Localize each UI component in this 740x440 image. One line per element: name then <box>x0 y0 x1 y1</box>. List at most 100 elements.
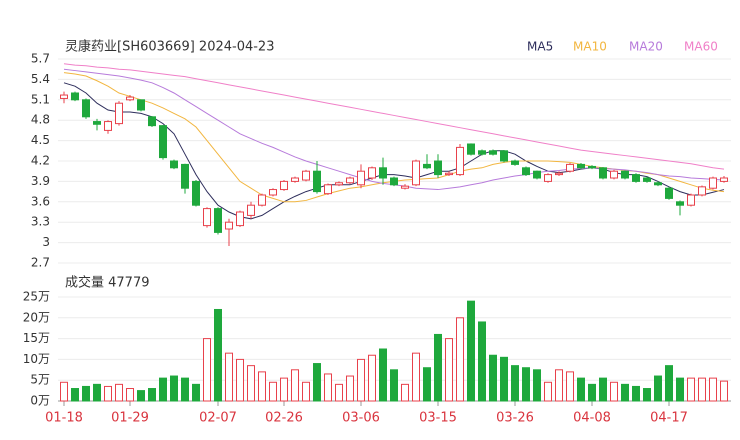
volume-title: 成交量 47779 <box>65 275 150 291</box>
candle-body <box>511 160 519 165</box>
volume-bar <box>214 308 222 402</box>
candle-body <box>280 180 288 191</box>
candle-body <box>478 150 486 155</box>
x-tick-label: 04-08 <box>573 411 611 426</box>
volume-bar <box>346 375 354 402</box>
candle-body <box>632 174 640 182</box>
volume-bar <box>566 371 574 402</box>
y-tick-label: 3.3 <box>31 215 50 229</box>
candle-body <box>588 165 596 169</box>
candle-body <box>247 204 255 216</box>
volume-bar <box>544 381 552 402</box>
volume-bar <box>533 369 541 402</box>
y-tick-label: 5.4 <box>31 72 50 86</box>
volume-bar <box>225 352 233 402</box>
volume-bar <box>159 377 167 402</box>
volume-bar <box>93 383 101 402</box>
x-tick-label: 01-29 <box>111 411 149 426</box>
volume-bar <box>577 377 585 402</box>
candle-body <box>236 211 244 227</box>
volume-bar <box>181 377 189 402</box>
candle-body <box>379 167 387 179</box>
volume-bar <box>192 383 200 402</box>
volume-bar <box>313 363 321 402</box>
volume-bar <box>423 367 431 402</box>
candle-body <box>148 116 156 127</box>
volume-bar <box>467 300 475 402</box>
candle-body <box>643 177 651 182</box>
candle-body <box>214 208 222 233</box>
x-tick-label: 02-26 <box>265 411 303 426</box>
volume-bar <box>368 354 376 402</box>
candle-body <box>423 163 431 169</box>
volume-bar <box>291 369 299 402</box>
candle-body <box>676 201 684 206</box>
volume-bar <box>511 365 519 402</box>
volume-bar <box>280 377 288 402</box>
y-tick-label: 4.8 <box>31 113 50 127</box>
candle-body <box>445 172 453 176</box>
volume-tick-label: 0万 <box>30 394 50 408</box>
candle-body <box>610 170 618 179</box>
candle-body <box>225 221 233 230</box>
y-tick-label: 4.5 <box>31 133 50 147</box>
legend-entry: MA10 <box>573 40 607 54</box>
candle-body <box>533 170 541 179</box>
ma-line <box>63 63 725 170</box>
volume-bar <box>621 383 629 402</box>
candle-body <box>368 167 376 179</box>
candle-body <box>599 167 607 179</box>
candle-body <box>159 125 167 159</box>
candle-body <box>390 177 398 186</box>
volume-bar <box>478 321 486 402</box>
volume-bar <box>720 380 728 402</box>
volume-bar <box>445 338 453 402</box>
y-tick-label: 2.7 <box>31 256 50 270</box>
volume-bar <box>412 352 420 402</box>
volume-bar <box>599 377 607 402</box>
candle-body <box>412 160 420 186</box>
candle-body <box>324 184 332 195</box>
volume-bar <box>104 385 112 402</box>
candle-body <box>434 160 442 176</box>
volume-bar <box>203 338 211 402</box>
candle-body <box>203 208 211 227</box>
candle-body <box>346 177 354 184</box>
candle-body <box>522 167 530 176</box>
candle-body <box>104 121 112 131</box>
volume-bar <box>137 390 145 402</box>
candle-body <box>654 182 662 186</box>
volume-bar <box>489 354 497 402</box>
candle-body <box>665 187 673 199</box>
volume-bar <box>610 381 618 402</box>
x-tick-label: 03-06 <box>342 411 380 426</box>
y-tick-label: 4.2 <box>31 154 50 168</box>
candle-body <box>269 189 277 196</box>
candle-body <box>401 185 409 189</box>
candle-body <box>709 177 717 189</box>
candle-body <box>192 180 200 206</box>
candle-body <box>621 170 629 179</box>
volume-bar <box>390 369 398 402</box>
candle-body <box>566 163 574 172</box>
volume-bar <box>170 375 178 402</box>
volume-bar <box>555 369 563 402</box>
candle-body <box>335 182 343 186</box>
x-tick-label: 03-15 <box>419 411 457 426</box>
volume-bar <box>654 375 662 402</box>
volume-bar <box>522 367 530 402</box>
candle-body <box>577 163 585 169</box>
x-tick-label: 02-07 <box>199 411 237 426</box>
volume-bar <box>324 373 332 402</box>
legend-entry: MA60 <box>684 40 718 54</box>
candle-body <box>313 170 321 193</box>
candle-body <box>181 163 189 189</box>
chart-title: 灵康药业[SH603669] 2024-04-23 <box>65 39 274 55</box>
candle-body <box>302 170 310 181</box>
volume-bar <box>709 377 717 402</box>
volume-bar <box>665 365 673 402</box>
volume-bar <box>588 383 596 402</box>
candle-body <box>170 160 178 169</box>
volume-bar <box>302 381 310 402</box>
